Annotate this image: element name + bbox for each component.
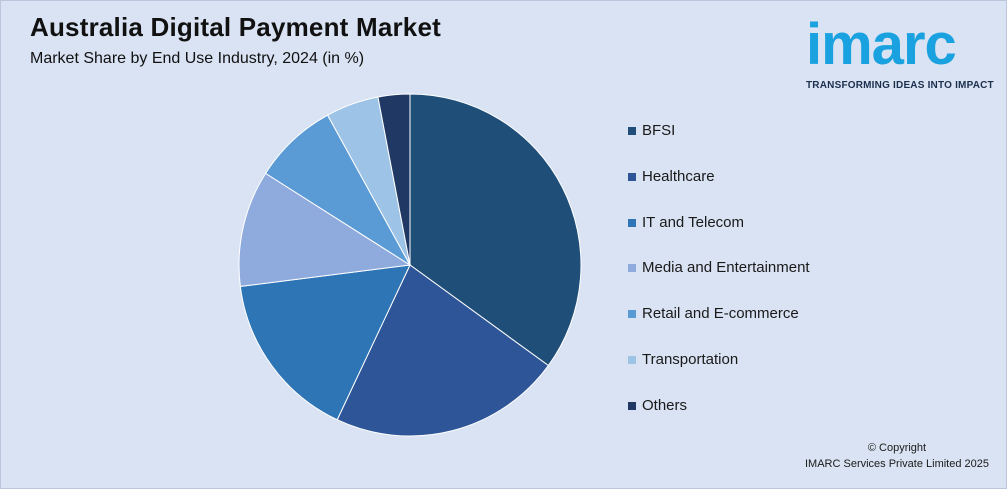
legend-label: Others (642, 396, 688, 414)
copyright-owner: IMARC Services Private Limited 2025 (804, 458, 989, 470)
legend-swatch (628, 218, 636, 227)
logo-wordmark: imarc (806, 12, 957, 77)
chart-title: Australia Digital Payment Market (30, 12, 441, 42)
legend-label: Media and Entertainment (642, 259, 810, 277)
copyright-notice: © Copyright IMARC Services Private Limit… (805, 440, 989, 472)
pie-slice-it-and-telecom (239, 264, 411, 421)
logo-tagline: TRANSFORMING IDEAS INTO IMPACT (806, 80, 994, 91)
legend-swatch (628, 310, 636, 319)
legend-swatch (628, 127, 636, 135)
legend-label: IT and Telecom (642, 213, 745, 231)
legend-label: Healthcare (642, 167, 715, 185)
pie-slice-bfsi (409, 93, 582, 367)
legend-swatch (628, 172, 636, 181)
imarc-logo: imarc TRANSFORMING IDEAS INTO IMPACT (806, 10, 996, 94)
pie-chart (238, 93, 582, 437)
pie-slice-media-and-entertainment (238, 172, 412, 287)
legend-label: BFSI (642, 122, 676, 139)
legend-label: Transportation (642, 351, 739, 368)
legend-swatch (628, 264, 636, 273)
legend-swatch (628, 356, 636, 364)
legend-swatch (628, 401, 636, 410)
chart-subtitle: Market Share by End Use Industry, 2024 (… (30, 50, 365, 67)
copyright-line: © Copyright (867, 442, 927, 454)
pie-slice-others (377, 93, 411, 266)
legend-label: Retail and E-commerce (642, 305, 799, 323)
